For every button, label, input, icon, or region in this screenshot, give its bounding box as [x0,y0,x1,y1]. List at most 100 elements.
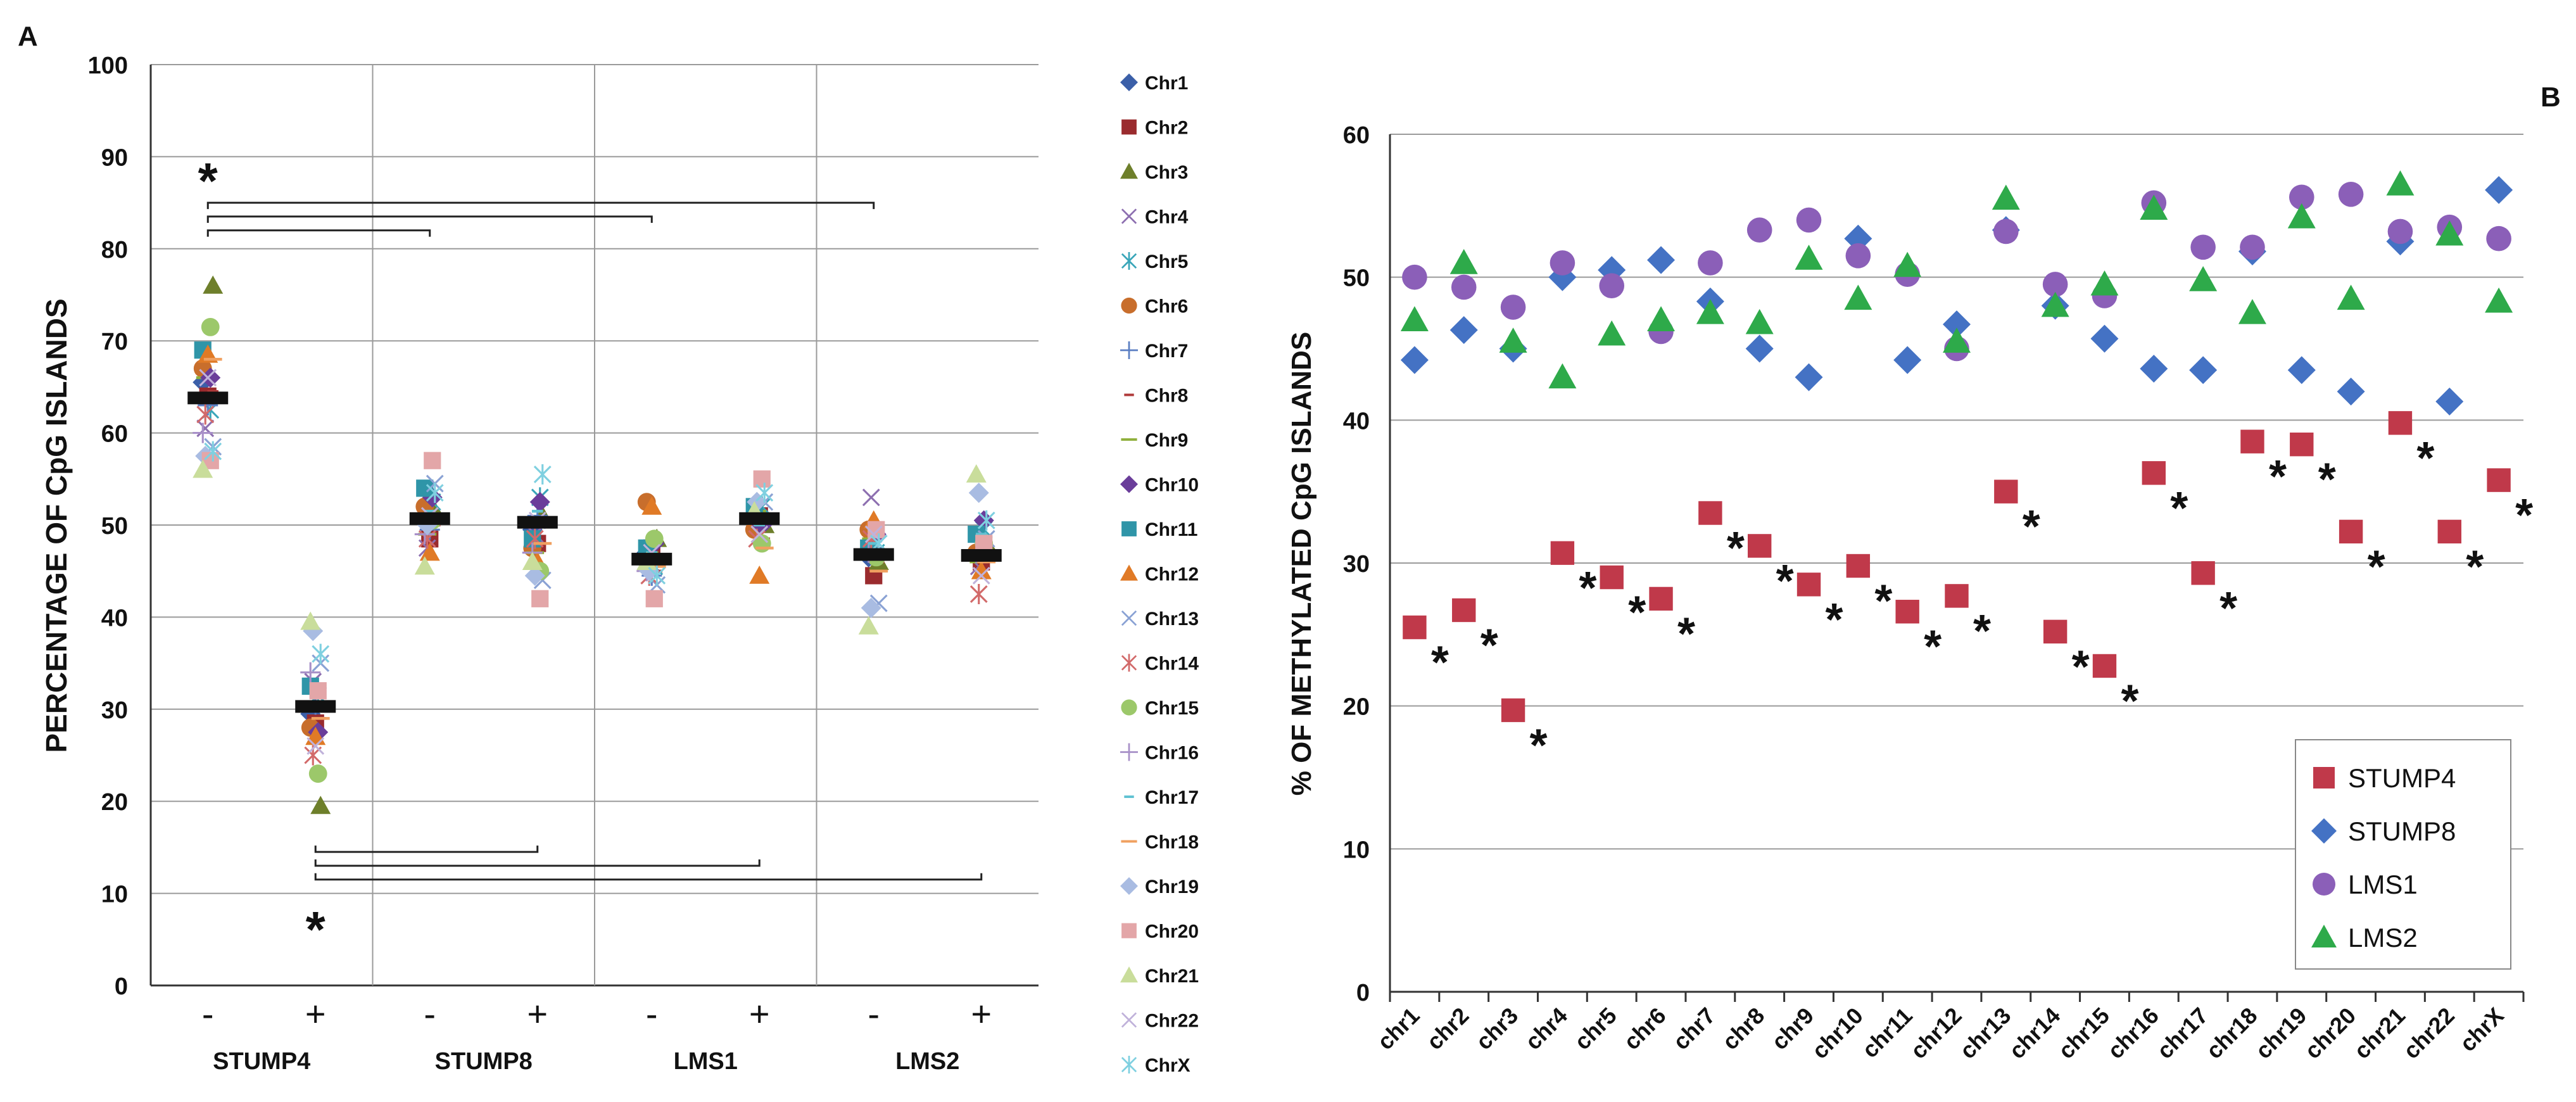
panel-b-point [1449,249,1478,274]
panel-a-point [300,662,321,683]
panel-b-x-tick-label: chr10 [1807,1003,1868,1064]
panel-a-y-tick-label: 70 [101,329,128,355]
panel-b-point [1550,250,1575,276]
panel-b-point [1846,554,1871,578]
panel-b-x-tick-label: chr5 [1569,1003,1622,1055]
panel-a-mean-bar [631,552,672,566]
panel-a-legend-marker [1121,840,1137,843]
panel-b-x-tick-label: chr16 [2102,1003,2164,1064]
panel-b-x-tick-label: chr17 [2152,1003,2213,1064]
panel-b-point [1747,534,1772,558]
panel-b-significance-marker: * [2466,542,2484,592]
panel-a-mean-bar [187,391,229,405]
panel-a-legend-label: Chr20 [1145,922,1199,942]
panel-b-point [2090,324,2119,353]
panel-b-point [2289,184,2314,210]
panel-a-condition-plus: + [305,994,326,1034]
panel-a-significance-bottom: * [306,901,326,958]
panel-b-point [1698,250,1723,276]
panel-a-point [755,547,774,550]
panel-a-legend-marker [1124,795,1134,798]
panel-a-point [196,404,215,425]
panel-b-legend-label: LMS2 [2348,923,2418,953]
panel-b-point [1796,573,1821,597]
panel-a-y-tick-label: 90 [101,144,128,171]
panel-a-point [309,682,327,700]
panel-a-legend-label: Chr15 [1145,698,1199,719]
panel-b-legend-marker [2311,925,2337,947]
panel-b-point [2240,429,2264,453]
panel-a-point [419,542,440,561]
panel-b-significance-markers: * * * * * * * * * * * * * * * * * * * * * * * [1431,433,2533,771]
panel-b-point [1548,363,1577,389]
panel-a-point [533,464,552,485]
panel-a-group-label: LMS1 [674,1048,738,1075]
panel-a-point [861,597,881,618]
panel-a-legend-marker [1121,297,1137,314]
panel-a-legend-marker [1121,699,1137,716]
panel-a-legend-label: Chr5 [1145,251,1188,272]
panel-b-point [2191,561,2215,585]
panel-a-legend-marker [1124,393,1134,396]
panel-b-legend-label: STUMP8 [2348,816,2456,846]
panel-b-x-tick-label: chr2 [1422,1003,1474,1055]
panel-b-point [2388,411,2413,435]
panel-a-legend-marker [1121,119,1137,135]
panel-b-x-tick-label: chr14 [2004,1003,2065,1064]
panel-b-point [1796,207,1822,233]
panel-b-point [2189,266,2218,291]
panel-b-x-tick-label: chr12 [1905,1003,1967,1064]
panel-a-point [969,584,988,605]
panel-b-point [2290,432,2314,457]
panel-a-legend-marker [1121,208,1137,224]
panel-b-point [1499,327,1527,353]
panel-b-significance-marker: * [1628,588,1646,638]
panel-a-y-axis-label: PERCENTAGE OF CpG ISLANDS [40,298,73,752]
panel-a-y-tick-label: 0 [115,973,128,1000]
panel-b-point [1449,316,1478,345]
panel-a-legend-marker [1120,475,1138,493]
panel-a-point [310,795,331,814]
panel-b-point [1844,284,1872,310]
panel-b-legend: STUMP4 STUMP8 LMS1 LMS2 [2295,739,2511,970]
panel-a-y-tick-label: 50 [101,513,128,540]
panel-b-point [2140,355,2168,383]
panel-b-y-tick-label: 50 [1343,265,1370,292]
panel-a-legend-marker [1120,743,1138,761]
panel-a-point [203,275,224,294]
panel-a-point [754,523,766,527]
panel-b-point [2339,519,2363,544]
panel-b-y-tick-label: 40 [1343,408,1370,434]
panel-a-point [858,616,879,635]
panel-a: A PERCENTAGE OF CpG ISLANDS 0 10 20 30 40 50 6… [18,21,1199,1076]
panel-a-point [971,560,992,580]
panel-b-y-axis-label: % OF METHYLATED CpG ISLANDS [1286,332,1317,796]
panel-a-point [755,483,774,504]
panel-a-legend-marker [1120,966,1138,983]
panel-b-significance-marker: * [2023,502,2040,552]
panel-b-significance-marker: * [1579,563,1596,614]
panel-b-significance-marker: * [1530,720,1548,771]
panel-b-point [1943,327,1971,353]
panel-b-point [2240,234,2265,260]
panel-b-point [2485,176,2513,205]
panel-b-x-tick-label: chr1 [1372,1003,1425,1055]
panel-a-legend-label: Chr21 [1145,966,1199,987]
panel-a-mean-bar [517,516,558,529]
panel-a-point [648,565,666,586]
panel-a-y-tick-label: 80 [101,237,128,263]
panel-b-y-ticks: 0 10 20 30 40 50 60 [1343,122,1370,1006]
panel-a-point [204,441,222,462]
panel-a-legend-label: Chr2 [1145,118,1188,139]
panel-b-significance-marker: * [1776,556,1794,607]
panel-a-legend-marker [1121,923,1137,939]
panel-b-legend-label: STUMP4 [2348,763,2456,793]
panel-b-point [2338,181,2364,207]
panel-a-point [203,358,222,361]
panel-b-point [1945,584,1969,608]
panel-a-legend-marker [1121,252,1137,270]
panel-b-point [2041,291,2069,317]
panel-a-point [424,452,441,469]
panel-a-point [207,390,219,393]
panel-a-legend-marker [1120,877,1138,895]
